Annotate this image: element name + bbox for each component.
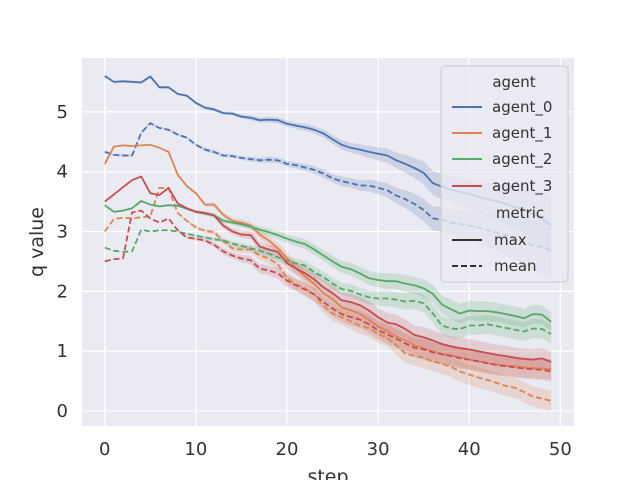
agent-2-max-line bbox=[104, 200, 552, 323]
x-axis-ticks: 0 10 20 30 40 50 bbox=[99, 439, 572, 460]
y-tick-label: 3 bbox=[57, 222, 68, 243]
agent-3-mean-band bbox=[104, 210, 552, 382]
agent-2-mean-band bbox=[104, 229, 552, 344]
y-axis-ticks: 0 1 2 3 4 5 bbox=[57, 102, 68, 422]
y-tick-label: 2 bbox=[57, 281, 68, 302]
legend-label-agent-2: agent_2 bbox=[492, 150, 552, 169]
legend-label-max: max bbox=[494, 231, 527, 249]
legend-style-title: metric bbox=[496, 204, 544, 222]
legend: agent agent_0 agent_1 agent_2 agent_3 me… bbox=[440, 65, 569, 283]
agent-2-mean-line bbox=[104, 228, 552, 335]
x-axis-label: step bbox=[307, 466, 348, 480]
y-tick-label: 0 bbox=[57, 401, 68, 422]
agent-2-max-band bbox=[104, 201, 552, 332]
x-tick-label: 20 bbox=[276, 439, 299, 460]
y-axis-label: q value bbox=[26, 207, 48, 277]
agent-1-mean-line bbox=[104, 186, 552, 402]
agent-3-max-line bbox=[104, 175, 552, 363]
y-tick-label: 1 bbox=[57, 341, 68, 362]
series-lines bbox=[104, 75, 552, 402]
legend-label-agent-0: agent_0 bbox=[492, 98, 552, 117]
x-tick-label: 40 bbox=[458, 439, 481, 460]
legend-label-mean: mean bbox=[494, 257, 537, 275]
legend-hue-title: agent bbox=[492, 73, 535, 91]
agent-3-mean-line bbox=[104, 209, 552, 373]
legend-box bbox=[440, 65, 569, 283]
x-tick-label: 10 bbox=[184, 439, 207, 460]
x-tick-label: 0 bbox=[99, 439, 110, 460]
y-tick-label: 4 bbox=[57, 162, 68, 183]
y-tick-label: 5 bbox=[57, 102, 68, 123]
x-tick-label: 30 bbox=[367, 439, 390, 460]
agent-1-mean-band bbox=[104, 187, 552, 411]
agent-3-max-band bbox=[104, 176, 552, 373]
legend-label-agent-1: agent_1 bbox=[492, 124, 552, 143]
x-tick-label: 50 bbox=[549, 439, 572, 460]
legend-label-agent-3: agent_3 bbox=[492, 177, 552, 196]
